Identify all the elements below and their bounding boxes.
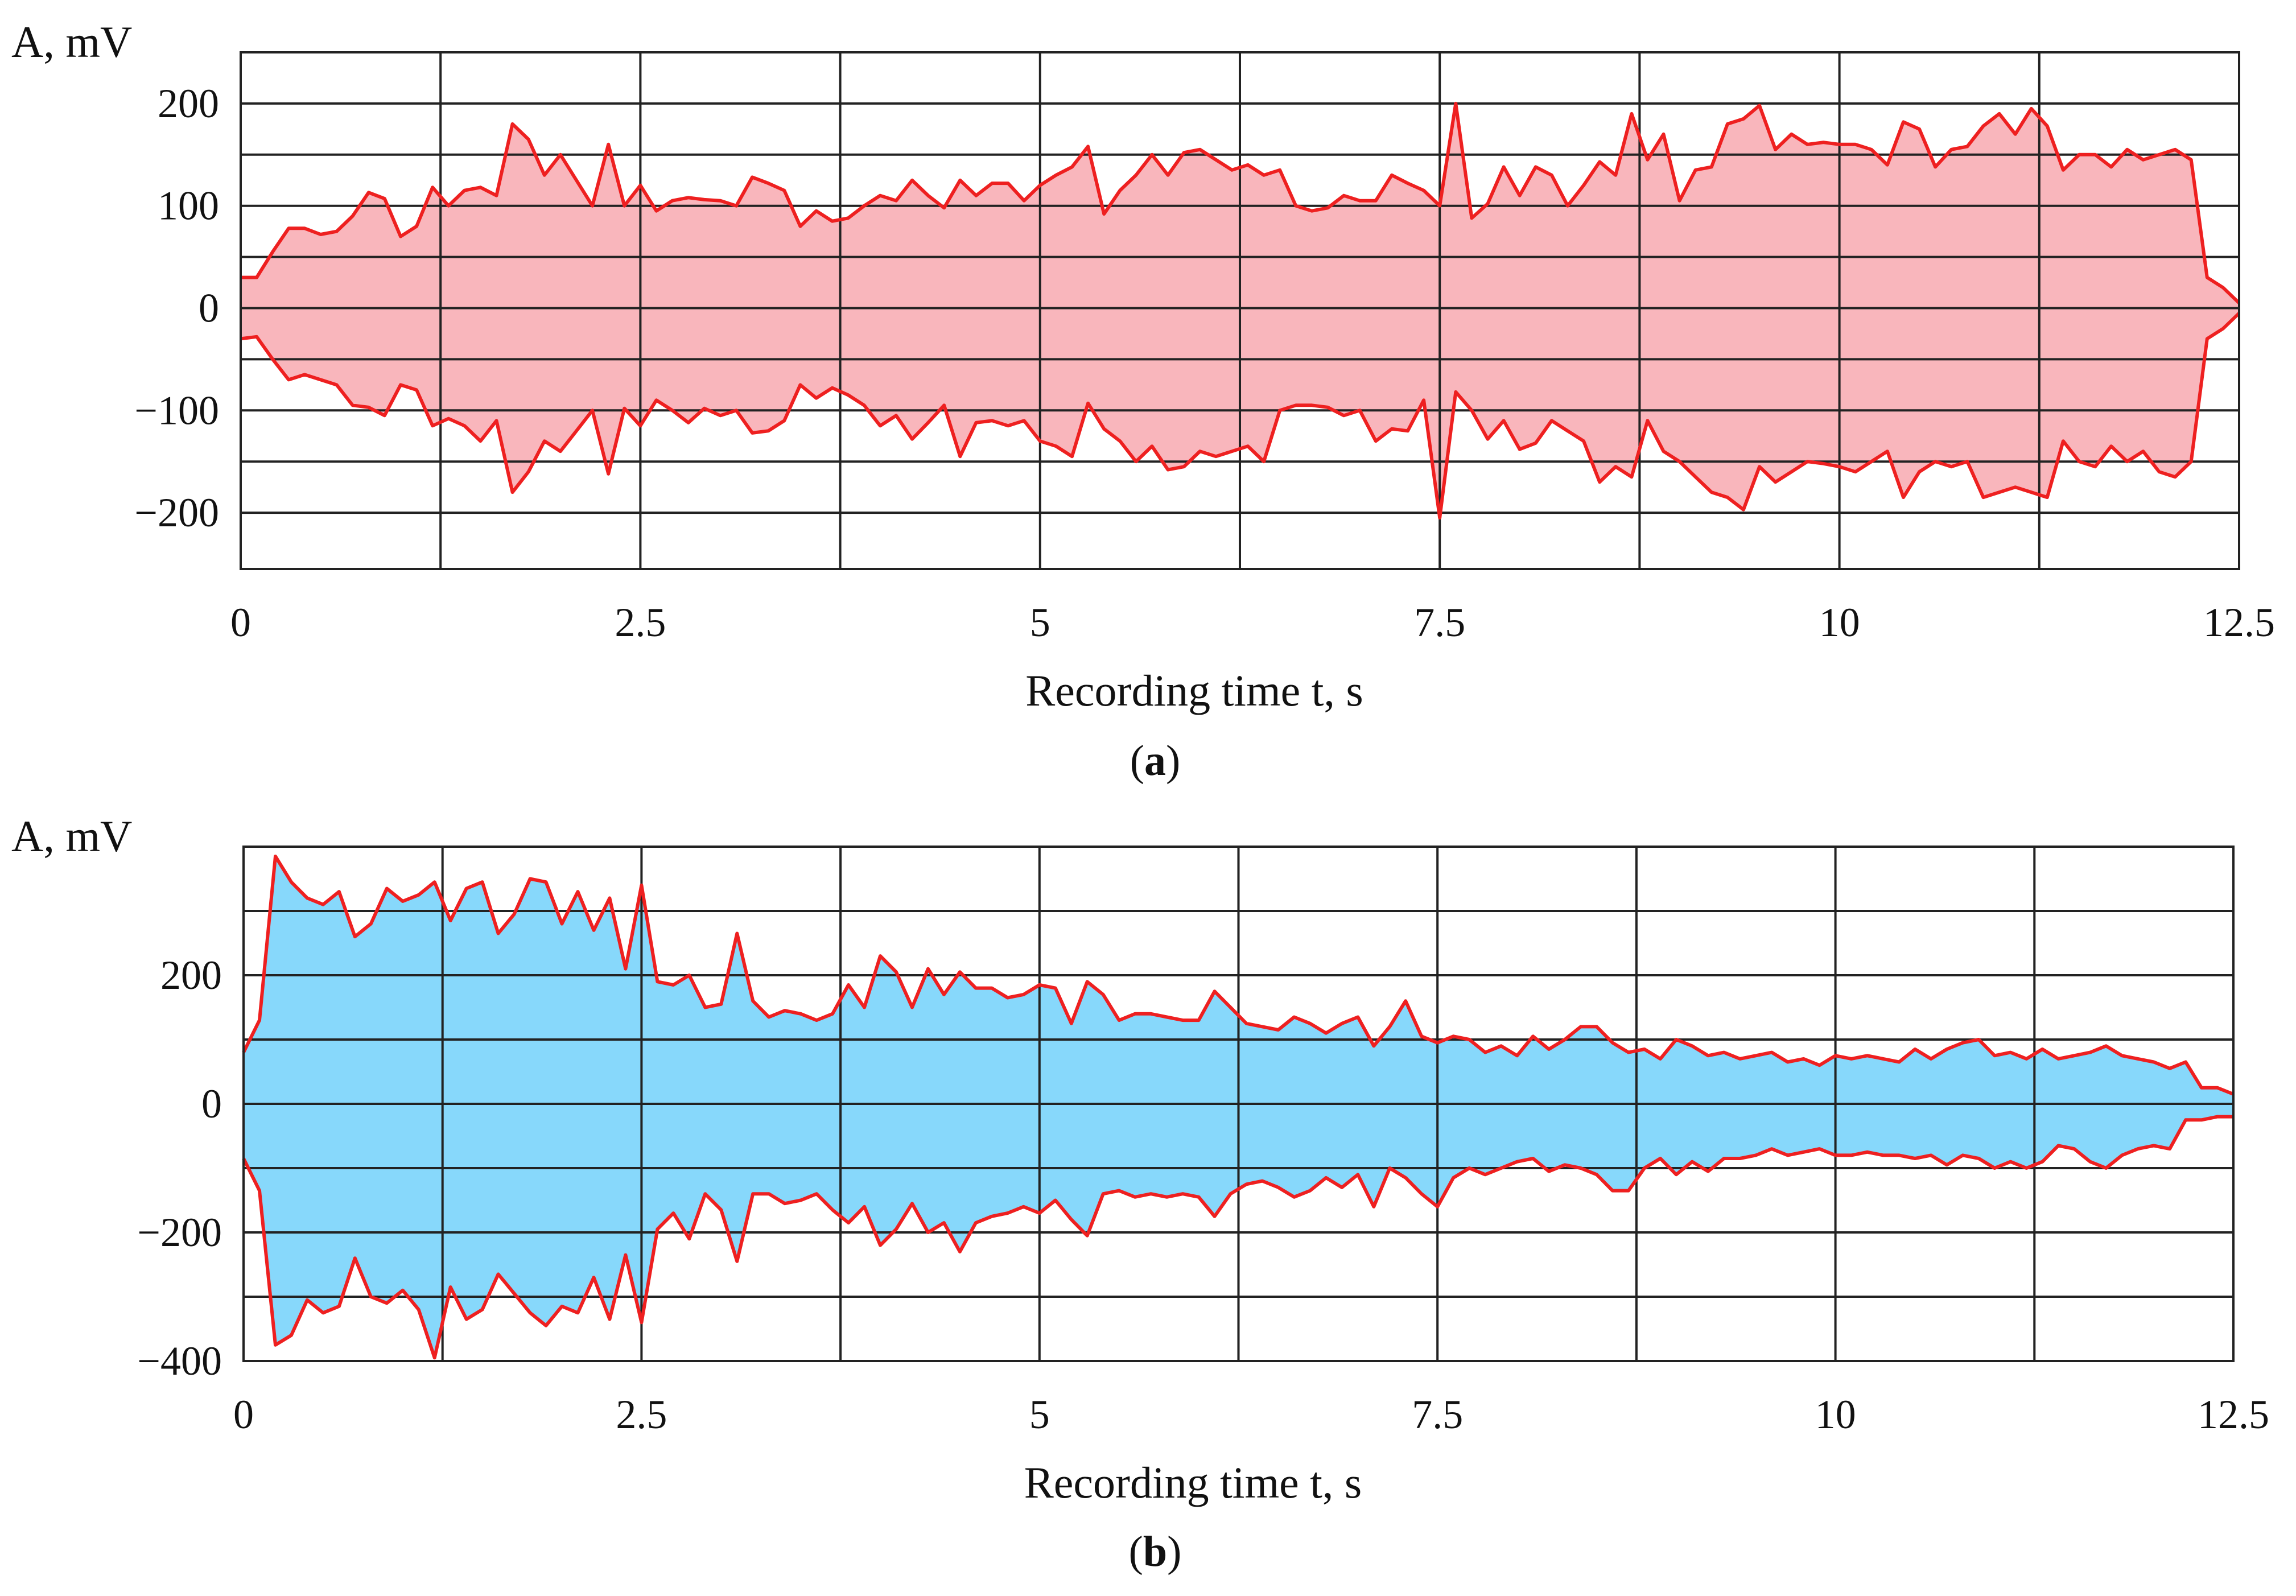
x-axis-title: Recording time t, s xyxy=(1025,666,1363,715)
x-tick-label: 0 xyxy=(230,600,251,645)
y-tick-label: −200 xyxy=(134,490,219,535)
caption-panel-letter: b xyxy=(1143,1528,1167,1576)
caption-close-paren: ) xyxy=(1167,1528,1181,1576)
lower-envelope-line xyxy=(240,312,2241,520)
panel-caption: (a) xyxy=(1130,737,1181,785)
y-tick-label: 200 xyxy=(160,952,222,998)
x-tick-label: 2.5 xyxy=(615,600,666,645)
x-tick-label: 7.5 xyxy=(1414,600,1465,645)
x-tick-label: 2.5 xyxy=(616,1392,667,1437)
y-tick-label: −100 xyxy=(134,387,219,433)
x-tick-label: 12.5 xyxy=(2203,600,2275,645)
upper-envelope-line xyxy=(242,855,2235,1096)
caption-open-paren: ( xyxy=(1129,1528,1143,1576)
x-tick-label: 10 xyxy=(1819,600,1860,645)
upper-envelope-line xyxy=(241,101,2241,304)
x-tick-label: 7.5 xyxy=(1412,1392,1463,1437)
y-tick-label: −200 xyxy=(137,1210,222,1255)
y-tick-label: −400 xyxy=(137,1338,222,1384)
y-tick-label: 200 xyxy=(158,81,219,126)
caption-panel-letter: a xyxy=(1144,737,1166,785)
lower-envelope-line xyxy=(242,1115,2233,1360)
x-tick-label: 5 xyxy=(1030,600,1050,645)
caption-open-paren: ( xyxy=(1130,737,1144,785)
x-tick-label: 12.5 xyxy=(2198,1392,2269,1437)
caption-close-paren: ) xyxy=(1166,737,1180,785)
x-axis-title: Recording time t, s xyxy=(1024,1458,1362,1507)
x-tick-label: 5 xyxy=(1029,1392,1050,1437)
y-tick-label: 100 xyxy=(158,183,219,229)
plot-border xyxy=(240,51,2240,570)
plot-border xyxy=(242,846,2235,1362)
y-axis-title: A, mV xyxy=(11,811,132,861)
y-tick-label: 0 xyxy=(199,286,219,331)
x-tick-label: 10 xyxy=(1815,1392,1856,1437)
x-tick-label: 0 xyxy=(233,1392,254,1437)
y-tick-label: 0 xyxy=(201,1081,222,1127)
chart-panel-a: 200 100 0 −100 −200 0 2.5 5 7.5 10 12.5 A, mV Record… xyxy=(11,17,2275,785)
y-axis-title: A, mV xyxy=(11,17,132,67)
panel-caption: (b) xyxy=(1129,1528,1182,1576)
